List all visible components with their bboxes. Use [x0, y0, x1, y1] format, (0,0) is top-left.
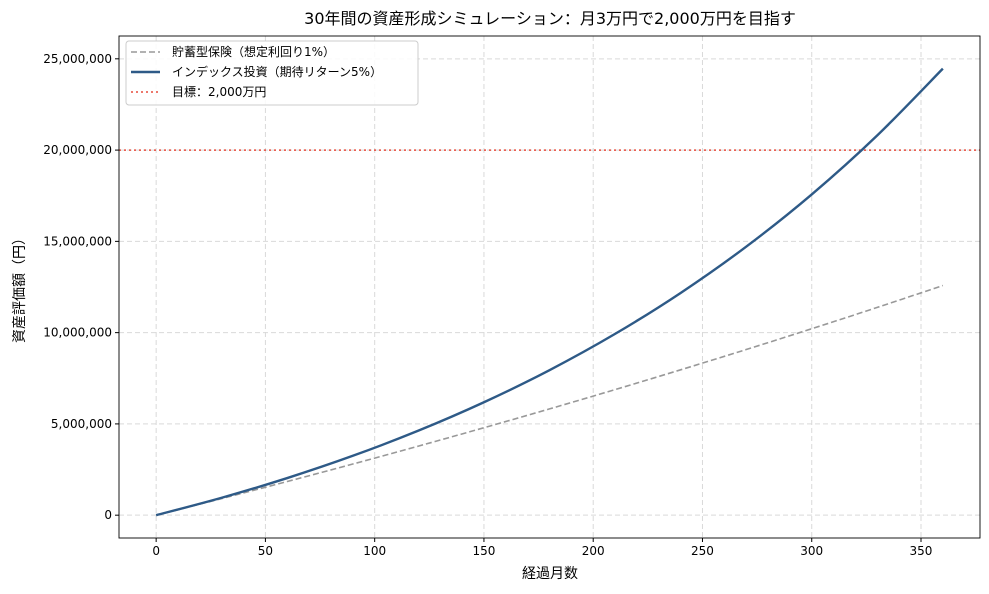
y-tick-label: 5,000,000 — [51, 417, 112, 431]
x-tick-label: 250 — [691, 544, 714, 558]
legend: 貯蓄型保険（想定利回り1%） インデックス投資（期待リターン5%） 目標：2,000… — [125, 40, 419, 106]
x-tick-label: 100 — [363, 544, 386, 558]
index-investment-line — [155, 67, 944, 517]
y-tick-label: 0 — [104, 508, 112, 522]
x-tick-label: 350 — [910, 544, 933, 558]
x-tick-label: 150 — [472, 544, 495, 558]
y-axis-label: 資産評価額（円） — [12, 231, 28, 343]
y-tick-label: 20,000,000 — [43, 143, 112, 157]
legend-label: 貯蓄型保険（想定利回り1%） — [172, 44, 335, 59]
x-tick-label: 200 — [582, 544, 605, 558]
y-tick-label: 25,000,000 — [43, 52, 112, 66]
plot-frame — [118, 35, 981, 539]
y-tick-label: 10,000,000 — [43, 326, 112, 340]
axis-ticks: 0 50 100 150 200 250 300 350 0 5,000,000 10,000,00… — [43, 52, 932, 558]
grid — [119, 36, 980, 538]
x-tick-label: 300 — [800, 544, 823, 558]
x-tick-label: 0 — [152, 544, 160, 558]
x-axis-label: 経過月数 — [522, 566, 578, 582]
legend-label: 目標：2,000万円 — [172, 85, 266, 99]
legend-box — [125, 40, 419, 106]
x-tick-label: 50 — [258, 544, 273, 558]
y-tick-label: 15,000,000 — [43, 234, 112, 248]
chart-title: 30年間の資産形成シミュレーション：月3万円で2,000万円を目指す — [304, 9, 796, 28]
series-lines — [155, 67, 944, 517]
legend-label: インデックス投資（期待リターン5%） — [172, 64, 382, 79]
savings-insurance-line — [155, 284, 944, 516]
